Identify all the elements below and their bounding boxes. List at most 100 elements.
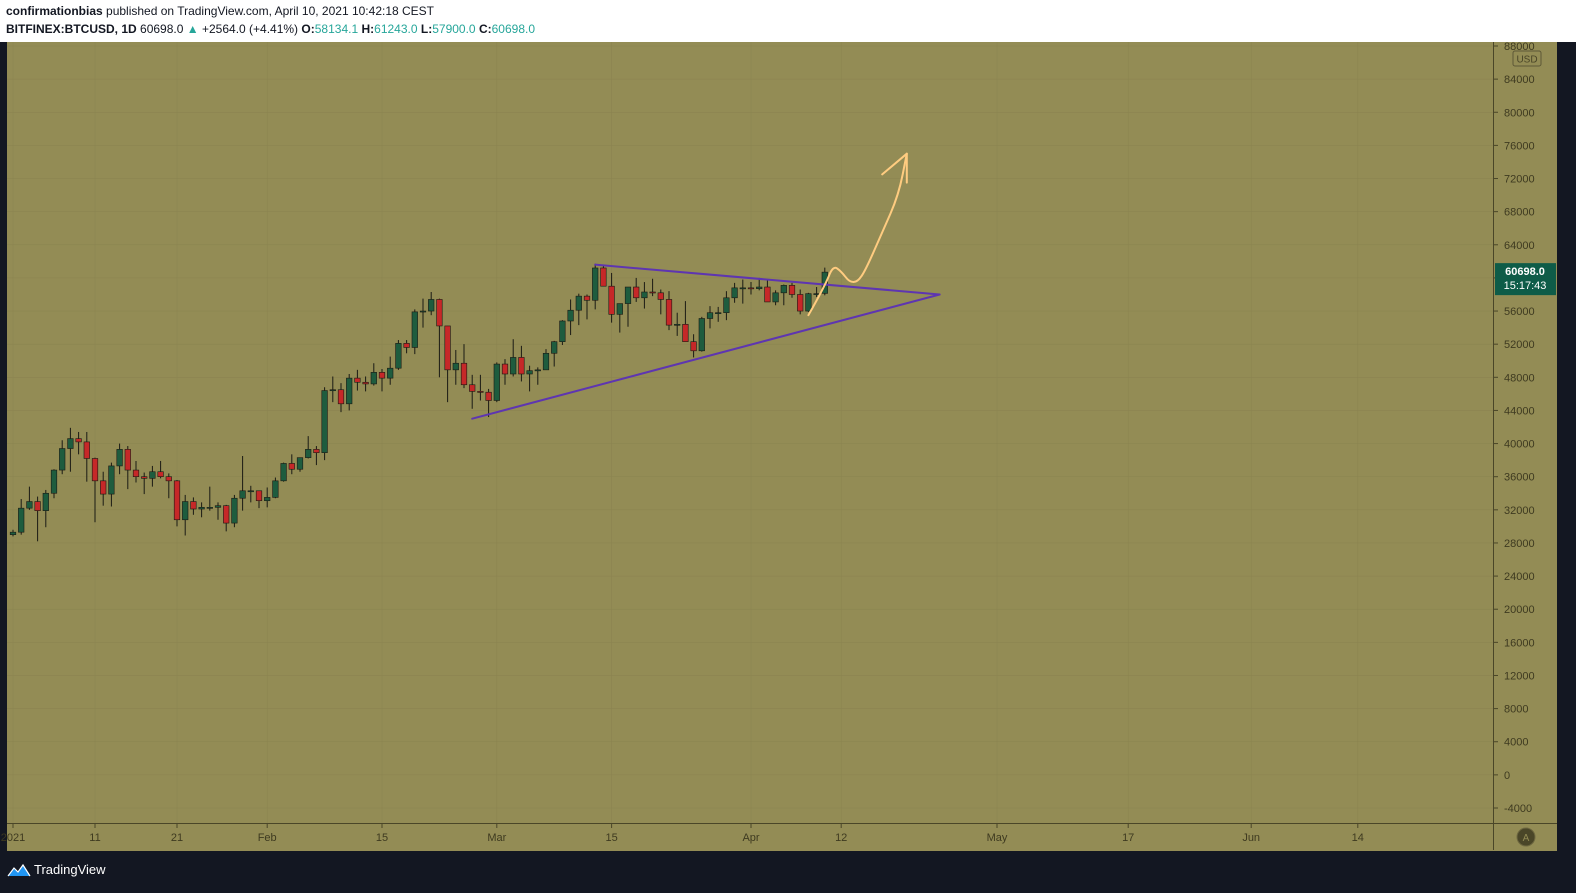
y-tick-label: 80000 — [1504, 107, 1535, 119]
candle — [526, 365, 533, 392]
candle — [674, 312, 681, 336]
candle — [616, 303, 623, 333]
candle — [214, 502, 222, 520]
candle — [715, 306, 722, 322]
x-tick-label: May — [987, 832, 1008, 844]
candle — [231, 494, 238, 528]
candle — [165, 473, 172, 499]
footer-bar: TradingView — [0, 852, 1576, 893]
candle — [797, 289, 804, 315]
candle — [723, 291, 730, 321]
candle — [362, 376, 369, 392]
candle — [264, 487, 271, 508]
triangle-lower-trendline[interactable] — [471, 293, 941, 420]
open-label: O: — [301, 22, 315, 36]
candle — [272, 477, 279, 499]
candle — [641, 282, 648, 309]
currency-label-box[interactable]: USD — [1512, 50, 1542, 67]
y-tick-label: 0 — [1504, 770, 1510, 782]
candle — [149, 465, 156, 487]
candle — [346, 373, 353, 411]
candle — [91, 457, 99, 523]
y-tick-label: 76000 — [1504, 140, 1535, 152]
candle — [42, 489, 49, 528]
y-tick-label: 44000 — [1504, 405, 1535, 417]
time-axis[interactable] — [7, 824, 1557, 851]
tradingview-brand[interactable]: TradingView — [34, 862, 106, 877]
candle — [337, 383, 345, 413]
price-chart[interactable]: -4000 0 4000 8000 12000 16000 20000 24000 28000 3… — [0, 42, 1576, 852]
y-tick-label: 52000 — [1504, 339, 1535, 351]
candle — [698, 316, 705, 352]
triangle-upper-trendline[interactable] — [594, 263, 941, 296]
candle — [173, 480, 181, 527]
high-value: 61243.0 — [374, 22, 418, 36]
candle — [428, 291, 435, 316]
candle — [329, 376, 336, 403]
x-tick-label: 12 — [835, 832, 847, 844]
publish-info: confirmationbias published on TradingVie… — [6, 4, 434, 18]
candle — [764, 280, 771, 303]
y-tick-label: 88000 — [1504, 42, 1535, 53]
candle — [575, 293, 582, 326]
candle — [132, 460, 140, 483]
candle — [206, 486, 213, 511]
candle — [633, 277, 640, 302]
candle — [788, 282, 796, 298]
auto-scale-button[interactable]: A — [1516, 827, 1536, 847]
price-axis[interactable] — [1494, 42, 1557, 823]
candle — [239, 455, 246, 511]
published-text: published on TradingView.com, April 10, … — [102, 4, 435, 18]
y-tick-label: 8000 — [1504, 704, 1528, 716]
candle — [510, 339, 517, 377]
tradingview-logo-icon[interactable] — [7, 862, 31, 880]
low-label: L: — [420, 22, 433, 36]
candle — [124, 446, 131, 490]
y-tick-label: 64000 — [1504, 240, 1535, 252]
candle — [50, 469, 58, 499]
chart-header: confirmationbias published on TradingVie… — [0, 0, 1576, 42]
x-tick-label: 17 — [1122, 832, 1134, 844]
y-tick-label: 4000 — [1504, 737, 1528, 749]
candle — [600, 264, 607, 287]
candle — [419, 298, 427, 328]
candle — [108, 462, 115, 507]
price-change: +2564.0 (+4.41%) — [201, 22, 299, 36]
projection-arrowhead[interactable] — [881, 152, 908, 184]
plot-area[interactable] — [7, 42, 1493, 823]
candle — [567, 299, 574, 336]
candle — [501, 359, 509, 385]
candle — [280, 462, 287, 482]
author-name[interactable]: confirmationbias — [6, 4, 103, 18]
candle — [649, 278, 656, 297]
candle — [551, 340, 558, 367]
projection-path[interactable] — [807, 152, 908, 317]
symbol-info: BITFINEX:BTCUSD, 1D 60698.0 ▲ +2564.0 (+… — [6, 22, 535, 36]
badge-price: 60698.0 — [1505, 266, 1545, 278]
x-tick-label: 2021 — [1, 832, 25, 844]
y-tick-label: 84000 — [1504, 74, 1535, 86]
candle — [83, 431, 90, 482]
y-tick-label: 68000 — [1504, 207, 1535, 219]
badge-countdown: 15:17:43 — [1504, 280, 1547, 292]
x-tick-label: 15 — [376, 832, 388, 844]
symbol-name[interactable]: BITFINEX:BTCUSD, 1D — [6, 22, 137, 36]
candle — [378, 369, 386, 392]
candle — [411, 309, 418, 355]
candle — [100, 471, 107, 506]
candle — [296, 457, 304, 472]
candle — [141, 472, 148, 495]
y-tick-label: 56000 — [1504, 306, 1535, 318]
candle — [624, 286, 632, 327]
candle — [190, 497, 197, 515]
candle — [706, 306, 714, 329]
candle — [26, 486, 33, 510]
close-value: 60698.0 — [491, 22, 536, 36]
candle — [485, 388, 492, 418]
candle — [756, 277, 763, 291]
y-tick-label: 32000 — [1504, 505, 1535, 517]
candle — [805, 292, 812, 312]
candle — [518, 345, 525, 382]
candle — [305, 436, 312, 459]
candle — [354, 369, 361, 391]
